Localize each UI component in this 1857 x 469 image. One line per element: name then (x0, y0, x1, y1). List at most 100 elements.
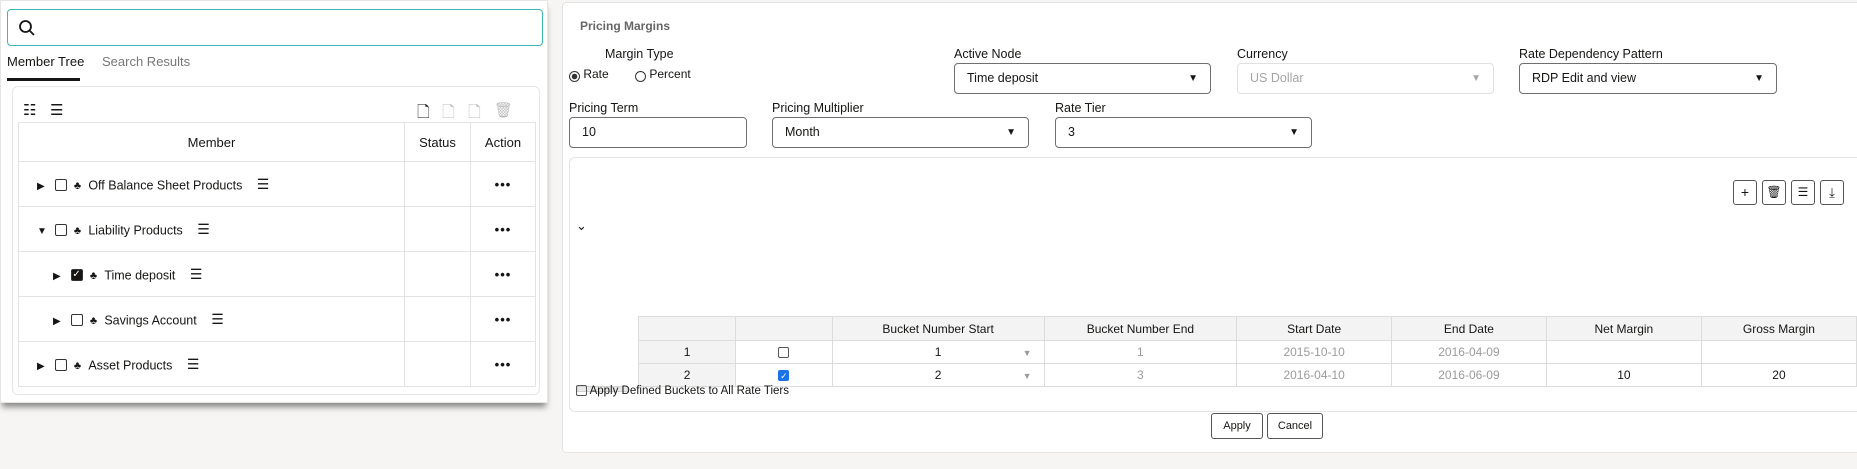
tab-search-results[interactable]: Search Results (102, 54, 191, 69)
columns-button[interactable]: ☰ (1791, 180, 1815, 205)
column-header: Bucket Number Start (831, 316, 1045, 341)
actions-menu-button[interactable]: ••• (470, 296, 536, 342)
net-margin-cell[interactable] (1545, 340, 1702, 364)
delete-row-button[interactable]: 🗑 (1762, 180, 1786, 205)
status-cell (404, 206, 471, 252)
chevron-down-icon[interactable]: ⌄ (576, 218, 587, 233)
section-title: Pricing Margins (580, 19, 671, 33)
cancel-button[interactable]: Cancel (1267, 413, 1323, 439)
scrollbar[interactable] (577, 386, 628, 392)
column-header: Net Margin (1545, 316, 1702, 341)
pricing-term-label: Pricing Term (569, 101, 639, 115)
tab-member-tree[interactable]: Member Tree (7, 54, 85, 69)
search-icon (19, 20, 35, 36)
caret-right-icon[interactable]: ▶ (53, 270, 61, 282)
row-checkbox[interactable] (54, 224, 67, 237)
active-node-select[interactable]: Time deposit ▼ (954, 63, 1211, 94)
expand-all-icon[interactable]: ☷ (23, 102, 37, 119)
row-select-checkbox[interactable]: ✓ (735, 363, 833, 387)
member-label: Asset Products (88, 358, 173, 373)
collapse-all-icon[interactable]: ☰ (50, 102, 64, 119)
row-number: 2 (637, 363, 737, 387)
radio-rate[interactable]: Rate (569, 67, 609, 82)
bucket-end-cell: 3 (1043, 363, 1238, 387)
column-member: Member (18, 122, 405, 162)
currency-select[interactable]: US Dollar ▼ (1237, 63, 1494, 94)
rdp-select[interactable]: RDP Edit and view ▼ (1519, 63, 1777, 94)
caret-down-icon: ▼ (1754, 73, 1764, 84)
hierarchy-icon: ♣ (73, 179, 82, 192)
column-header: End Date (1391, 316, 1547, 341)
caret-down-icon: ▼ (1022, 371, 1032, 381)
member-label: Off Balance Sheet Products (88, 178, 243, 193)
search-input[interactable] (7, 9, 543, 46)
apply-all-tiers-checkbox[interactable]: Apply Defined Buckets to All Rate Tiers (576, 385, 789, 397)
radio-unselected-icon (635, 71, 646, 82)
edit-document-icon[interactable]: 🗋 (442, 104, 455, 121)
row-checkbox[interactable] (54, 179, 67, 192)
add-row-button[interactable]: + (1733, 180, 1757, 205)
caret-down-icon[interactable]: ▼ (37, 225, 47, 237)
download-button[interactable]: ⤓ (1820, 180, 1844, 205)
apply-button[interactable]: Apply (1211, 413, 1263, 439)
delete-icon[interactable]: 🗑 (494, 102, 514, 119)
tree-row[interactable]: ▶ ♣ Asset Products ☰ ••• (18, 341, 536, 387)
add-document-icon[interactable]: 🗋 (417, 104, 430, 121)
column-header: Start Date (1236, 316, 1393, 341)
buckets-card (569, 157, 1857, 412)
column-header: Bucket Number End (1043, 316, 1238, 341)
tree-card (12, 86, 540, 395)
tree-row[interactable]: ▶ ♣ Off Balance Sheet Products ☰ ••• (18, 161, 536, 207)
caret-down-icon: ▼ (1289, 127, 1299, 138)
end-date-cell: 2016-06-09 (1391, 363, 1547, 387)
bucket-end-cell: 1 (1043, 340, 1238, 364)
caret-down-icon: ▼ (1471, 73, 1481, 84)
pricing-multiplier-select[interactable]: Month ▼ (772, 117, 1029, 148)
tree-row[interactable]: ▶ ✓ ♣ Time deposit ☰ ••• (18, 251, 536, 297)
end-date-cell: 2016-04-09 (1391, 340, 1547, 364)
list-icon[interactable]: ☰ (189, 265, 203, 282)
bucket-row[interactable]: 1 1 ▼ 1 2015-10-10 2016-04-09 (637, 340, 1857, 364)
hierarchy-icon: ♣ (73, 359, 82, 372)
bucket-row[interactable]: 2 ✓ 2 ▼ 3 2016-04-10 2016-06-09 10 20 (637, 363, 1857, 387)
caret-right-icon[interactable]: ▶ (37, 360, 45, 372)
active-tab-indicator (7, 78, 80, 81)
column-header (637, 316, 737, 341)
net-margin-cell[interactable]: 10 (1545, 363, 1702, 387)
member-label: Savings Account (104, 313, 197, 328)
status-cell (404, 251, 471, 297)
gross-margin-cell[interactable]: 20 (1700, 363, 1857, 387)
status-cell (404, 161, 471, 207)
buckets-table: Bucket Number Start Bucket Number End Star… (637, 316, 1857, 387)
view-document-icon[interactable]: 🗋 (468, 104, 481, 121)
gross-margin-cell[interactable] (1700, 340, 1857, 364)
actions-menu-button[interactable]: ••• (470, 206, 536, 252)
caret-down-icon: ▼ (1188, 73, 1198, 84)
row-select-checkbox[interactable] (735, 340, 833, 364)
actions-menu-button[interactable]: ••• (470, 341, 536, 387)
row-checkbox[interactable] (70, 314, 83, 327)
caret-down-icon: ▼ (1006, 127, 1016, 138)
bucket-start-select[interactable]: 2 ▼ (831, 363, 1045, 387)
member-label: Time deposit (104, 268, 176, 283)
radio-percent[interactable]: Percent (635, 67, 691, 82)
rate-tier-select[interactable]: 3 ▼ (1055, 117, 1312, 148)
tree-row[interactable]: ▶ ♣ Savings Account ☰ ••• (18, 296, 536, 342)
column-status: Status (404, 122, 471, 162)
caret-right-icon[interactable]: ▶ (37, 180, 45, 192)
bucket-start-select[interactable]: 1 ▼ (831, 340, 1045, 364)
caret-right-icon[interactable]: ▶ (53, 315, 61, 327)
row-checkbox[interactable] (54, 359, 67, 372)
actions-menu-button[interactable]: ••• (470, 251, 536, 297)
list-icon[interactable]: ☰ (186, 355, 200, 372)
list-icon[interactable]: ☰ (256, 175, 270, 192)
list-icon[interactable]: ☰ (197, 220, 210, 237)
actions-menu-button[interactable]: ••• (470, 161, 536, 207)
row-checkbox[interactable]: ✓ (70, 269, 83, 282)
pricing-term-input[interactable]: 10 (569, 117, 747, 148)
list-icon[interactable]: ☰ (211, 310, 224, 327)
tree-row[interactable]: ▼ ♣ Liability Products ☰ ••• (18, 206, 536, 252)
member-panel: Member Tree Search Results ☷ ☰ 🗋 🗋 🗋 🗑 M… (0, 0, 548, 403)
hierarchy-icon: ♣ (89, 314, 98, 327)
status-cell (404, 296, 471, 342)
